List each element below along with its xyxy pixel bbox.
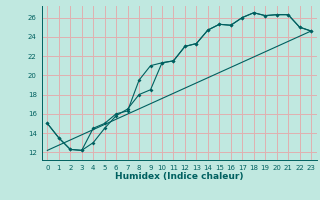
X-axis label: Humidex (Indice chaleur): Humidex (Indice chaleur) [115, 172, 244, 181]
